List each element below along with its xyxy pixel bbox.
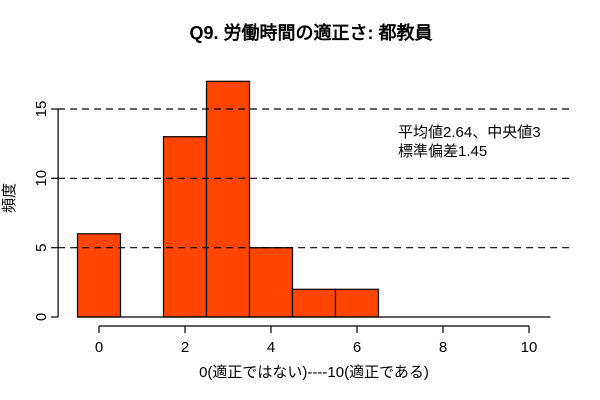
histogram-bar [205,80,251,318]
x-tick-label: 4 [267,339,275,356]
chart-title: Q9. 労働時間の適正さ: 都教員 [189,22,432,43]
y-axis-label: 頻度 [1,183,18,213]
stats-annotation-line2: 標準偏差1.45 [398,143,487,160]
y-tick-label: 0 [33,313,50,321]
x-axis-label: 0(適正ではない)----10(適正である) [199,363,429,381]
x-tick-label: 0 [95,339,103,356]
y-tick-label: 5 [33,244,50,252]
y-tick-label: 10 [33,170,50,187]
histogram-bar [76,233,122,318]
x-tick-label: 6 [353,339,361,356]
histogram-bar [162,136,208,318]
x-tick-label: 10 [521,339,538,356]
histogram-bar [248,247,294,318]
x-tick-label: 2 [181,339,189,356]
x-tick-label: 8 [439,339,447,356]
histogram-bar [291,288,337,318]
histogram-bar [334,288,380,318]
y-tick-label: 15 [33,101,50,118]
stats-annotation-line1: 平均値2.64、中央値3 [398,124,541,141]
